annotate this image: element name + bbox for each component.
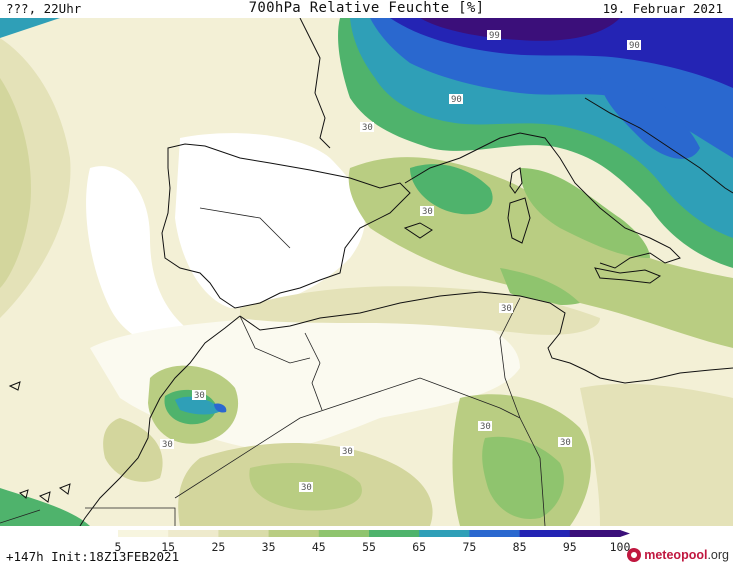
brand-text-org: .org bbox=[707, 548, 729, 562]
north-africa-coastline bbox=[239, 291, 733, 384]
contour-label: 90 bbox=[451, 95, 462, 105]
color-scale-cell bbox=[419, 530, 470, 537]
humidity-area bbox=[240, 286, 600, 335]
contour-labels: 99 90 90 30 30 30 30 30 30 30 30 30 bbox=[160, 30, 641, 493]
forecast-run-info: +147h Init:18Z13FEB2021 bbox=[6, 549, 180, 564]
color-scale-label: 35 bbox=[261, 540, 276, 554]
valid-date: 19. Februar 2021 bbox=[602, 1, 723, 16]
color-scale-label: 100 bbox=[609, 540, 631, 554]
border-line bbox=[85, 507, 176, 526]
contour-label: 30 bbox=[560, 438, 571, 448]
contour-label: 99 bbox=[489, 31, 500, 41]
humidity-area bbox=[520, 168, 650, 258]
border-line bbox=[174, 377, 521, 499]
humidity-map: 99 90 90 30 30 30 30 30 30 30 30 30 bbox=[0, 18, 733, 526]
contour-label: 30 bbox=[422, 207, 433, 217]
color-scale-cell bbox=[569, 530, 621, 537]
island bbox=[8, 381, 21, 391]
color-scale-label: 65 bbox=[412, 540, 427, 554]
island bbox=[19, 489, 29, 499]
island bbox=[38, 491, 51, 503]
contour-label: 90 bbox=[629, 41, 640, 51]
border-line bbox=[499, 297, 546, 526]
color-scale bbox=[118, 530, 630, 537]
border-line bbox=[304, 332, 323, 411]
humidity-area bbox=[482, 436, 564, 519]
color-scale-cell bbox=[519, 530, 571, 537]
humidity-area bbox=[214, 403, 227, 413]
sicily-coastline bbox=[594, 267, 662, 284]
color-scale-cell bbox=[168, 530, 219, 537]
contour-label: 30 bbox=[162, 440, 173, 450]
color-scale-cell bbox=[369, 530, 420, 537]
border-line bbox=[239, 315, 311, 364]
humidity-area bbox=[420, 18, 620, 41]
france-coastline bbox=[299, 18, 331, 149]
color-scale-cells bbox=[118, 530, 630, 537]
iberia-coastline bbox=[161, 143, 411, 309]
contour-label: 30 bbox=[194, 391, 205, 401]
color-scale-max-arrow bbox=[620, 530, 630, 537]
color-scale-label: 45 bbox=[311, 540, 326, 554]
map-canvas: 99 90 90 30 30 30 30 30 30 30 30 30 bbox=[0, 18, 733, 526]
color-scale-cell bbox=[469, 530, 521, 537]
contour-label: 30 bbox=[480, 422, 491, 432]
color-scale-label: 85 bbox=[512, 540, 527, 554]
coastlines bbox=[79, 18, 733, 526]
valid-day-time: ???, 22Uhr bbox=[6, 1, 82, 16]
borders bbox=[0, 207, 546, 526]
italy-coastline bbox=[404, 132, 681, 269]
map-header: ???, 22Uhr 700hPa Relative Feuchte [%] 1… bbox=[0, 0, 733, 18]
border-line bbox=[0, 509, 41, 524]
contour-label: 30 bbox=[301, 483, 312, 493]
humidity-area bbox=[86, 166, 220, 352]
humidity-area bbox=[0, 18, 60, 38]
color-scale-cell bbox=[268, 530, 320, 537]
atlantic-africa-coastline bbox=[79, 315, 241, 526]
sardinia-coastline bbox=[507, 197, 531, 244]
humidity-area bbox=[390, 18, 733, 88]
humidity-area bbox=[175, 133, 365, 308]
color-scale-cell bbox=[318, 530, 370, 537]
meteopool-icon bbox=[627, 548, 642, 562]
humidity-area bbox=[410, 164, 493, 215]
border-line bbox=[199, 207, 291, 249]
contour-label: 30 bbox=[342, 447, 353, 457]
humidity-area bbox=[0, 488, 90, 526]
humidity-area bbox=[0, 78, 31, 288]
color-scale-label: 15 bbox=[161, 540, 176, 554]
brand-text-pool: pool bbox=[681, 548, 708, 562]
brand-text-meteo: meteo bbox=[644, 548, 682, 562]
color-scale-label: 25 bbox=[211, 540, 226, 554]
island bbox=[58, 483, 71, 495]
color-scale-label: 5 bbox=[114, 540, 122, 554]
humidity-area bbox=[600, 78, 700, 159]
color-scale-label: 95 bbox=[562, 540, 577, 554]
meteopool-logo[interactable]: meteo pool .org bbox=[627, 546, 729, 564]
humidity-area bbox=[175, 396, 222, 415]
color-scale-cell bbox=[218, 530, 270, 537]
mallorca-coastline bbox=[403, 222, 433, 239]
color-scale-label: 55 bbox=[362, 540, 376, 554]
contour-label: 30 bbox=[362, 123, 373, 133]
color-scale-cell bbox=[118, 530, 169, 537]
canary-islands bbox=[8, 381, 71, 503]
contour-label: 30 bbox=[501, 304, 512, 314]
map-footer: 5 15 25 35 45 55 65 75 85 95 100 +147h Init:18Z13F… bbox=[0, 526, 733, 566]
corsica-coastline bbox=[509, 167, 523, 194]
adriatic-coastline bbox=[584, 97, 733, 194]
humidity-area bbox=[580, 383, 733, 526]
humidity-area bbox=[103, 418, 163, 482]
map-title: 700hPa Relative Feuchte [%] bbox=[248, 0, 485, 16]
color-scale-label: 75 bbox=[462, 540, 477, 554]
